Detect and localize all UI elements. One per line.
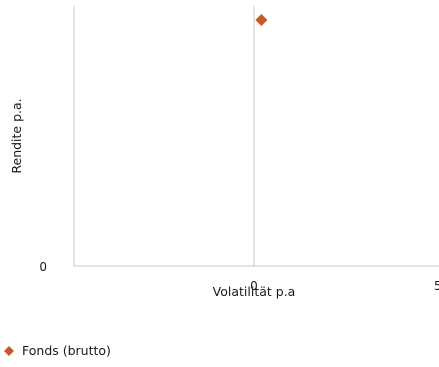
data-points xyxy=(255,14,268,26)
y-tick-label: 0 xyxy=(39,260,47,274)
legend-label: Fonds (brutto) xyxy=(22,343,111,358)
x-tick-label: 0 xyxy=(250,279,258,293)
x-tick-label: 5 xyxy=(434,279,439,293)
legend-marker-diamond xyxy=(4,346,14,356)
data-point xyxy=(255,14,268,26)
x-axis-title: Volatilität p.a xyxy=(213,284,296,299)
y-axis-title: Rendite p.a. xyxy=(9,98,24,173)
legend: Fonds (brutto) xyxy=(4,343,111,358)
